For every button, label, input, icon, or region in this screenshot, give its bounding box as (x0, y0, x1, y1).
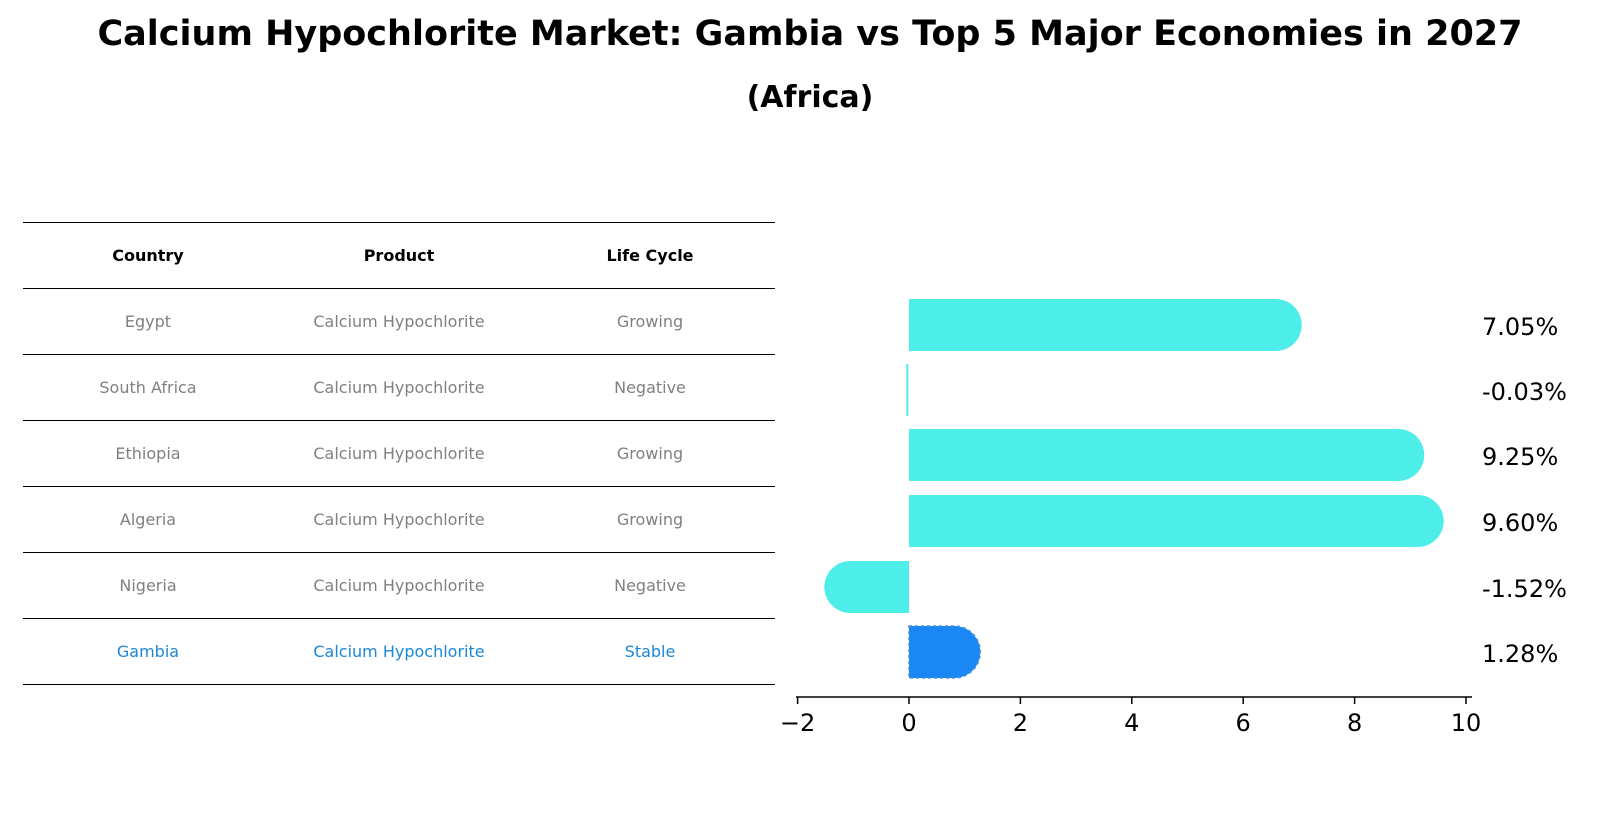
cell-product: Calcium Hypochlorite (313, 576, 485, 595)
cell-life-cycle: Growing (616, 312, 684, 331)
data-label: 9.60% (1482, 509, 1558, 537)
header-life-cycle: Life Cycle (606, 246, 694, 265)
cell-country: Ethiopia (115, 444, 181, 463)
table-row-highlight: Gambia Calcium Hypochlorite Stable (23, 618, 775, 685)
country-table: Country Product Life Cycle Egypt Calcium… (23, 222, 775, 685)
cell-product: Calcium Hypochlorite (313, 444, 485, 463)
cell-product: Calcium Hypochlorite (313, 378, 485, 397)
table-row: Nigeria Calcium Hypochlorite Negative (23, 552, 775, 618)
cell-product: Calcium Hypochlorite (313, 642, 485, 661)
cell-country: Nigeria (119, 576, 177, 595)
cell-country: Algeria (119, 510, 177, 529)
table-row: Ethiopia Calcium Hypochlorite Growing (23, 420, 775, 486)
cell-life-cycle: Negative (614, 378, 686, 397)
table-row: Egypt Calcium Hypochlorite Growing (23, 288, 775, 354)
cell-product: Calcium Hypochlorite (313, 510, 485, 529)
bar-ethiopia (909, 429, 1425, 481)
x-tick-label: 10 (1451, 709, 1482, 737)
x-tick-label: 4 (1124, 709, 1139, 737)
header-product: Product (363, 246, 435, 265)
cell-country: Egypt (124, 312, 172, 331)
bar-gambia (908, 625, 982, 679)
chart-title: Calcium Hypochlorite Market: Gambia vs T… (97, 14, 1523, 54)
x-tick-label: 6 (1236, 709, 1251, 737)
data-label: 1.28% (1482, 640, 1558, 668)
data-label: 7.05% (1482, 313, 1558, 341)
x-tick-label: −2 (780, 709, 815, 737)
cell-life-cycle: Negative (614, 576, 686, 595)
cell-life-cycle: Growing (616, 444, 684, 463)
cell-life-cycle: Stable (624, 642, 676, 661)
bar-nigeria (824, 561, 909, 613)
header-country: Country (112, 246, 184, 265)
cell-life-cycle: Growing (616, 510, 684, 529)
x-tick-label: 8 (1347, 709, 1362, 737)
data-label: -1.52% (1482, 575, 1567, 603)
table-row: Algeria Calcium Hypochlorite Growing (23, 486, 775, 552)
x-tick-label: 2 (1013, 709, 1028, 737)
data-label: 9.25% (1482, 443, 1558, 471)
x-tick-label: 0 (901, 709, 916, 737)
cell-product: Calcium Hypochlorite (313, 312, 485, 331)
cell-country: South Africa (99, 378, 197, 397)
chart-subtitle: (Africa) (746, 80, 874, 115)
bar-south-africa (906, 364, 909, 416)
table-header-row: Country Product Life Cycle (23, 222, 775, 288)
bar-egypt (909, 299, 1302, 351)
table-row: South Africa Calcium Hypochlorite Negati… (23, 354, 775, 420)
cell-country: Gambia (116, 642, 180, 661)
bar-algeria (909, 495, 1444, 547)
data-label: -0.03% (1482, 378, 1567, 406)
